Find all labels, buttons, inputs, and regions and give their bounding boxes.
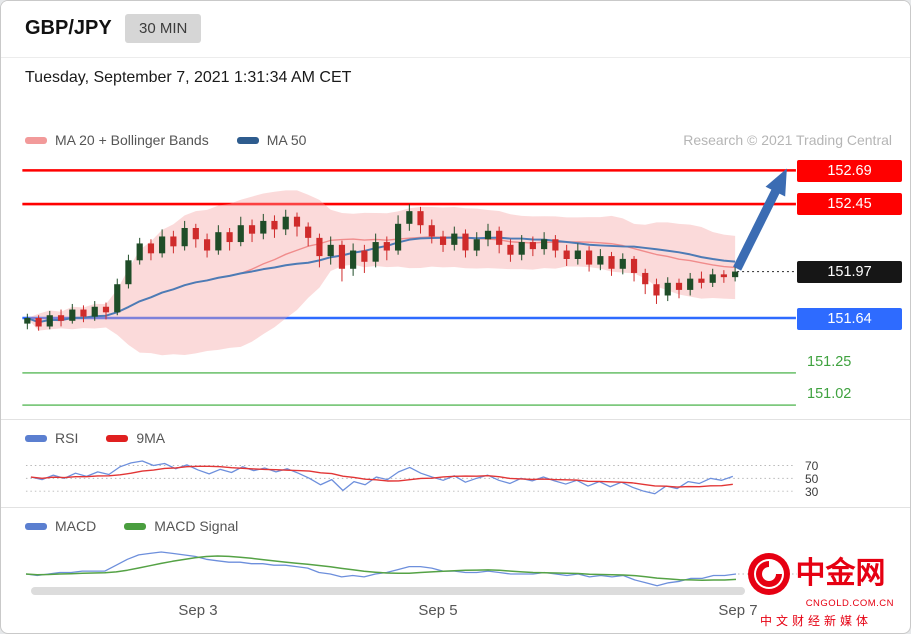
watermark-tagline: 中文财经新媒体 — [759, 614, 872, 628]
rsi-legend: RSI 9MA — [25, 430, 165, 446]
rsi-panel: RSI 9MA 70 50 30 — [1, 420, 910, 508]
support-label-green-2: 151.02 — [807, 386, 852, 402]
legend-label: 9MA — [136, 430, 166, 446]
date-bar: Tuesday, September 7, 2021 1:31:34 AM CE… — [1, 58, 910, 98]
resistance-label-1: 152.69 — [797, 160, 902, 182]
forecast-arrow-icon — [733, 168, 787, 271]
rsi-level-30: 30 — [805, 485, 819, 499]
legend-item-ma50: MA 50 — [236, 132, 307, 148]
legend-label: RSI — [55, 430, 79, 446]
macd-swatch-icon — [25, 522, 47, 530]
legend-item-rsi: RSI — [25, 430, 78, 446]
ma50-swatch-icon — [236, 136, 259, 144]
rsi-chart-canvas — [25, 460, 794, 495]
x-axis: Sep 3 Sep 5 Sep 7 — [1, 596, 910, 633]
legend-item-9ma: 9MA — [106, 430, 165, 446]
price-legend: MA 20 + Bollinger Bands MA 50 — [25, 132, 306, 148]
support-label-green-1: 151.25 — [807, 354, 852, 370]
last-price-label: 151.97 — [797, 261, 902, 283]
chart-scrollbar[interactable] — [31, 587, 745, 595]
price-panel: MA 20 + Bollinger Bands MA 50 Research ©… — [1, 98, 910, 420]
x-axis-label-sep3: Sep 3 — [178, 602, 218, 619]
ma20-bollinger-swatch-icon — [25, 136, 47, 144]
x-axis-label-sep5: Sep 5 — [418, 602, 458, 619]
legend-label: MA 50 — [266, 132, 307, 148]
x-axis-label-sep7: Sep 7 — [718, 602, 758, 619]
rsi-level-50: 50 — [805, 472, 819, 486]
macd-legend: MACD MACD Signal — [25, 518, 238, 534]
cngold-watermark: 中金网 CNGOLD.COM.CN 中文财经新媒体 — [728, 552, 904, 629]
rsi-9ma-swatch-icon — [106, 434, 129, 442]
cngold-logo-icon — [747, 553, 790, 595]
resistance-label-2: 152.45 — [797, 193, 902, 215]
rsi-level-70: 70 — [805, 459, 819, 473]
legend-label: MACD — [55, 518, 97, 534]
watermark-domain: CNGOLD.COM.CN — [805, 598, 894, 609]
timeframe-badge[interactable]: 30 MIN — [125, 14, 202, 43]
price-chart-canvas — [22, 168, 796, 407]
chart-datetime: Tuesday, September 7, 2021 1:31:34 AM CE… — [25, 69, 352, 86]
bollinger-band — [27, 190, 736, 356]
legend-item-ma20-bollinger: MA 20 + Bollinger Bands — [25, 132, 209, 148]
header: GBP/JPY 30 MIN — [1, 1, 910, 58]
macd-panel: MACD MACD Signal — [1, 508, 910, 596]
legend-item-macd: MACD — [25, 518, 96, 534]
support-label-blue: 151.64 — [797, 308, 902, 330]
watermark-brand-name: 中金网 — [795, 557, 886, 590]
watermark-logo-row: 中金网 — [728, 552, 904, 596]
rsi-swatch-icon — [25, 434, 47, 442]
copyright-note: Research © 2021 Trading Central — [683, 132, 892, 148]
legend-label: MA 20 + Bollinger Bands — [55, 132, 209, 148]
legend-item-macd-signal: MACD Signal — [124, 518, 238, 534]
symbol-title: GBP/JPY — [25, 17, 112, 39]
macd-signal-swatch-icon — [124, 522, 147, 530]
legend-label: MACD Signal — [154, 518, 239, 534]
